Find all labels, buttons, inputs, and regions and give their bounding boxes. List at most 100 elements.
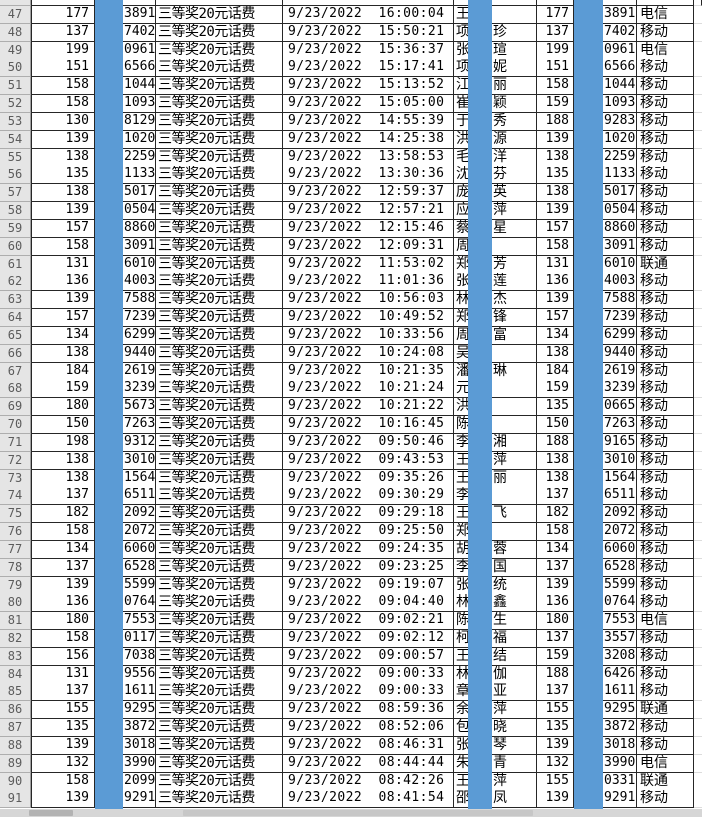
cell-phone-prefix-right[interactable]: 135 — [537, 398, 574, 417]
row-number-header[interactable]: 49 — [0, 41, 31, 60]
cell-phone-suffix-right[interactable]: 7239 — [603, 309, 637, 328]
cell-phone-suffix-right[interactable]: 5599 — [603, 576, 637, 595]
cell-winner-name[interactable]: 元 — [454, 380, 537, 399]
cell-phone-prefix-right[interactable]: 138 — [537, 469, 574, 488]
cell-prize[interactable]: 三等奖20元话费 — [156, 237, 283, 256]
cell-datetime[interactable]: 9/23/2022 10:56:03 — [283, 291, 454, 310]
cell-phone-suffix-right[interactable]: 3010 — [603, 451, 637, 470]
cell-phone-prefix-right[interactable]: 138 — [537, 148, 574, 167]
cell-phone-suffix-left[interactable]: 7263 — [123, 416, 156, 435]
cell-phone-prefix-left[interactable]: 180 — [31, 398, 95, 417]
cell-winner-name[interactable]: 王结 — [454, 647, 537, 666]
cell-carrier[interactable]: 移动 — [637, 665, 694, 684]
cell-winner-name[interactable]: 朱青 — [454, 754, 537, 773]
cell-phone-prefix-left[interactable]: 134 — [31, 326, 95, 345]
cell-phone-suffix-right[interactable]: 3891 — [603, 6, 637, 24]
cell-phone-prefix-left[interactable]: 131 — [31, 255, 95, 274]
cell-prize[interactable]: 三等奖20元话费 — [156, 772, 283, 791]
cell-winner-name[interactable]: 胡蓉 — [454, 540, 537, 559]
cell-phone-suffix-right[interactable]: 6060 — [603, 540, 637, 559]
cell-winner-name[interactable]: 郑锋 — [454, 309, 537, 328]
cell-phone-prefix-left[interactable]: 137 — [31, 683, 95, 702]
cell-phone-prefix-left[interactable]: 158 — [31, 237, 95, 256]
cell-prize[interactable]: 三等奖20元话费 — [156, 487, 283, 506]
cell-winner-name[interactable]: 李湘 — [454, 433, 537, 452]
cell-winner-name[interactable]: 项珍 — [454, 23, 537, 42]
row-number-header[interactable]: 88 — [0, 736, 31, 755]
cell-phone-prefix-right[interactable]: 199 — [537, 41, 574, 60]
cell-prize[interactable]: 三等奖20元话费 — [156, 629, 283, 648]
cell-winner-name[interactable]: 邵凤 — [454, 790, 537, 809]
cell-datetime[interactable]: 9/23/2022 09:29:18 — [283, 505, 454, 524]
cell-datetime[interactable]: 9/23/2022 08:44:44 — [283, 754, 454, 773]
cell-prize[interactable]: 三等奖20元话费 — [156, 23, 283, 42]
cell-carrier[interactable]: 电信 — [637, 41, 694, 60]
cell-carrier[interactable]: 移动 — [637, 380, 694, 399]
cell-phone-prefix-right[interactable]: 139 — [537, 790, 574, 809]
cell-phone-suffix-right[interactable]: 2259 — [603, 148, 637, 167]
cell-prize[interactable]: 三等奖20元话费 — [156, 219, 283, 238]
cell-phone-suffix-left[interactable]: 6511 — [123, 487, 156, 506]
cell-winner-name[interactable]: 项妮 — [454, 59, 537, 78]
cell-phone-suffix-right[interactable]: 6299 — [603, 326, 637, 345]
cell-prize[interactable]: 三等奖20元话费 — [156, 59, 283, 78]
row-number-header[interactable]: 55 — [0, 148, 31, 167]
cell-phone-prefix-left[interactable]: 132 — [31, 754, 95, 773]
cell-carrier[interactable]: 移动 — [637, 273, 694, 292]
cell-datetime[interactable]: 9/23/2022 09:43:53 — [283, 451, 454, 470]
row-number-header[interactable]: 56 — [0, 166, 31, 185]
cell-carrier[interactable]: 移动 — [637, 790, 694, 809]
cell-phone-prefix-right[interactable]: 159 — [537, 380, 574, 399]
cell-winner-name[interactable]: 洪 — [454, 398, 537, 417]
cell-phone-suffix-left[interactable]: 9312 — [123, 433, 156, 452]
row-number-header[interactable]: 67 — [0, 362, 31, 381]
cell-datetime[interactable]: 9/23/2022 10:24:08 — [283, 344, 454, 363]
cell-datetime[interactable]: 9/23/2022 09:00:33 — [283, 665, 454, 684]
cell-phone-suffix-right[interactable]: 1044 — [603, 77, 637, 96]
cell-carrier[interactable]: 移动 — [637, 148, 694, 167]
row-number-header[interactable]: 90 — [0, 772, 31, 791]
cell-datetime[interactable]: 9/23/2022 14:25:38 — [283, 130, 454, 149]
cell-phone-suffix-left[interactable]: 1044 — [123, 77, 156, 96]
row-number-header[interactable]: 85 — [0, 683, 31, 702]
cell-winner-name[interactable]: 崔颖 — [454, 95, 537, 114]
cell-phone-prefix-left[interactable]: 134 — [31, 540, 95, 559]
cell-phone-prefix-right[interactable]: 158 — [537, 523, 574, 542]
cell-prize[interactable]: 三等奖20元话费 — [156, 433, 283, 452]
cell-phone-prefix-left[interactable]: 177 — [31, 6, 95, 24]
cell-prize[interactable]: 三等奖20元话费 — [156, 95, 283, 114]
cell-winner-name[interactable]: 林伽 — [454, 665, 537, 684]
cell-phone-prefix-left[interactable]: 158 — [31, 77, 95, 96]
cell-phone-suffix-right[interactable]: 2092 — [603, 505, 637, 524]
cell-phone-prefix-right[interactable]: 134 — [537, 326, 574, 345]
cell-carrier[interactable]: 电信 — [637, 6, 694, 24]
cell-phone-prefix-left[interactable]: 180 — [31, 612, 95, 631]
cell-phone-suffix-right[interactable]: 0764 — [603, 594, 637, 613]
cell-datetime[interactable]: 9/23/2022 09:24:35 — [283, 540, 454, 559]
cell-datetime[interactable]: 9/23/2022 15:36:37 — [283, 41, 454, 60]
cell-prize[interactable]: 三等奖20元话费 — [156, 523, 283, 542]
cell-winner-name[interactable]: 吴 — [454, 344, 537, 363]
cell-phone-suffix-right[interactable]: 6511 — [603, 487, 637, 506]
cell-phone-prefix-right[interactable]: 136 — [537, 594, 574, 613]
cell-phone-suffix-left[interactable]: 1564 — [123, 469, 156, 488]
row-number-header[interactable]: 58 — [0, 202, 31, 221]
cell-phone-suffix-left[interactable]: 4003 — [123, 273, 156, 292]
cell-carrier[interactable]: 移动 — [637, 523, 694, 542]
cell-carrier[interactable]: 移动 — [637, 451, 694, 470]
cell-phone-prefix-right[interactable]: 137 — [537, 683, 574, 702]
cell-carrier[interactable]: 移动 — [637, 647, 694, 666]
cell-winner-name[interactable]: 周富 — [454, 326, 537, 345]
cell-prize[interactable]: 三等奖20元话费 — [156, 647, 283, 666]
cell-winner-name[interactable]: 张瑄 — [454, 41, 537, 60]
cell-phone-prefix-left[interactable]: 182 — [31, 505, 95, 524]
scrollbar-thumb[interactable] — [183, 810, 533, 816]
cell-phone-prefix-right[interactable]: 136 — [537, 273, 574, 292]
cell-carrier[interactable]: 移动 — [637, 23, 694, 42]
cell-phone-suffix-left[interactable]: 1133 — [123, 166, 156, 185]
cell-prize[interactable]: 三等奖20元话费 — [156, 505, 283, 524]
cell-winner-name[interactable]: 林鑫 — [454, 594, 537, 613]
cell-phone-suffix-right[interactable]: 3239 — [603, 380, 637, 399]
cell-phone-suffix-right[interactable]: 1020 — [603, 130, 637, 149]
cell-phone-prefix-left[interactable]: 184 — [31, 362, 95, 381]
